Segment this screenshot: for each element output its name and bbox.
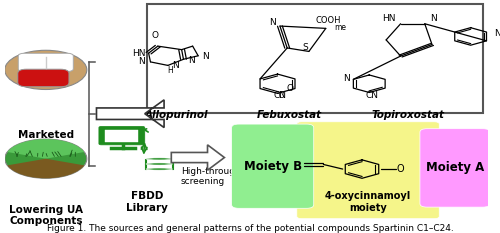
Text: Moiety A: Moiety A — [426, 161, 484, 175]
Text: N: N — [188, 56, 194, 65]
Text: N: N — [138, 57, 145, 66]
Text: N: N — [172, 61, 178, 70]
Text: Allopurinol: Allopurinol — [144, 110, 208, 120]
Text: N: N — [430, 14, 437, 24]
Text: COOH: COOH — [316, 16, 341, 25]
Circle shape — [5, 139, 87, 178]
Text: N: N — [342, 74, 349, 83]
Text: O: O — [397, 164, 404, 174]
Ellipse shape — [146, 163, 172, 165]
Polygon shape — [96, 100, 164, 127]
Text: 4-oxycinnamoyl
moiety: 4-oxycinnamoyl moiety — [325, 191, 411, 213]
Text: Figure 1. The sources and general patterns of the potential compounds Spartinin : Figure 1. The sources and general patter… — [46, 224, 454, 233]
Text: HN: HN — [382, 14, 396, 24]
FancyBboxPatch shape — [18, 53, 74, 72]
Text: High-throughput
screening: High-throughput screening — [181, 167, 256, 186]
Text: CN: CN — [365, 91, 378, 99]
Text: H: H — [168, 66, 173, 75]
Ellipse shape — [146, 158, 172, 160]
Text: O: O — [152, 31, 159, 40]
Ellipse shape — [146, 168, 172, 170]
Text: N: N — [202, 52, 209, 62]
Text: Topiroxostat: Topiroxostat — [372, 110, 444, 120]
Text: O: O — [286, 84, 294, 93]
Text: N: N — [494, 29, 500, 38]
Text: °O: °O — [276, 91, 285, 100]
Text: HN: HN — [132, 49, 145, 58]
Wedge shape — [7, 159, 84, 178]
Text: Marketed
Drugs: Marketed Drugs — [18, 130, 74, 151]
Circle shape — [5, 50, 87, 89]
Text: FBDD
Library: FBDD Library — [126, 191, 168, 212]
FancyBboxPatch shape — [105, 130, 138, 142]
Text: Lowering UA
Components: Lowering UA Components — [9, 205, 83, 226]
FancyBboxPatch shape — [420, 129, 490, 207]
Bar — [147, 4, 482, 113]
FancyBboxPatch shape — [99, 126, 145, 145]
FancyBboxPatch shape — [297, 122, 439, 219]
FancyBboxPatch shape — [232, 124, 314, 208]
Text: me: me — [334, 23, 346, 31]
Polygon shape — [172, 145, 224, 170]
Text: CN: CN — [274, 91, 286, 100]
Text: Moiety B: Moiety B — [244, 160, 302, 173]
Text: S: S — [302, 43, 308, 52]
FancyBboxPatch shape — [18, 69, 69, 87]
Text: Febuxostat: Febuxostat — [257, 110, 322, 120]
Wedge shape — [7, 139, 84, 159]
Text: N: N — [270, 18, 276, 27]
